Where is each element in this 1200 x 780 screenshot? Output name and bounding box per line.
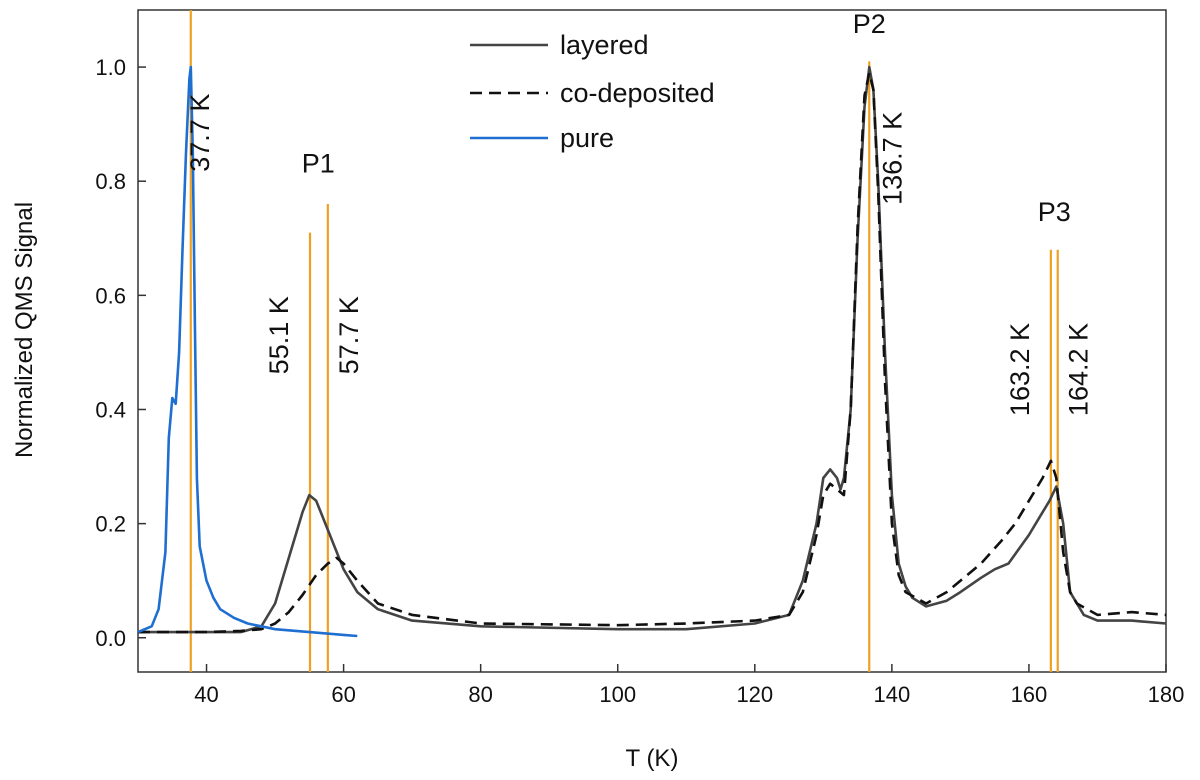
x-axis-title: T (K) — [626, 745, 679, 772]
x-tick-label-120: 120 — [736, 682, 773, 707]
y-axis-ticks: 0.0 0.2 0.4 0.6 0.8 1.0 — [95, 55, 146, 651]
x-tick-label-160: 160 — [1011, 682, 1048, 707]
peak-markers — [189, 10, 1059, 672]
y-tick-label-0: 0.0 — [95, 626, 126, 651]
x-tick-label-80: 80 — [468, 682, 492, 707]
series-line-co-deposited — [138, 71, 1167, 634]
y-tick-label-2: 0.4 — [95, 397, 126, 422]
y-tick-label-4: 0.8 — [95, 169, 126, 194]
y-tick-label-3: 0.6 — [95, 283, 126, 308]
x-tick-label-100: 100 — [599, 682, 636, 707]
x-tick-label-60: 60 — [331, 682, 355, 707]
peak-marker-label-4: 163.2 K — [1005, 323, 1035, 416]
peak-label-p3: P3 — [1038, 197, 1071, 227]
x-tick-label-180: 180 — [1148, 682, 1185, 707]
legend-label-pure: pure — [560, 123, 614, 153]
y-tick-label-5: 1.0 — [95, 55, 126, 80]
x-tick-label-140: 140 — [874, 682, 911, 707]
x-axis-ticks: 40 60 80 100 120 140 160 180 — [194, 664, 1184, 707]
series-line-pure — [137, 65, 358, 638]
peak-marker-label-2: 57.7 K — [334, 296, 364, 374]
legend-label-layered: layered — [560, 30, 649, 60]
peak-marker-label-1: 55.1 K — [264, 296, 294, 374]
peak-marker-label-5: 164.2 K — [1064, 323, 1094, 416]
series-layer — [137, 65, 1167, 638]
legend: layered co-deposited pure — [470, 30, 715, 153]
peak-label-p2: P2 — [853, 9, 886, 39]
y-tick-label-1: 0.2 — [95, 512, 126, 537]
plot-area-frame — [137, 9, 1167, 673]
legend-label-co-deposited: co-deposited — [560, 78, 715, 108]
peak-marker-label-3: 136.7 K — [877, 112, 907, 205]
peak-label-p1: P1 — [302, 149, 335, 179]
y-axis-title: Normalized QMS Signal — [11, 202, 38, 458]
series-line-layered — [138, 65, 1167, 634]
annotations: 37.7 K 55.1 K 57.7 K 136.7 K 163.2 K 164.2 K P… — [185, 9, 1094, 416]
peak-marker-label-0: 37.7 K — [185, 94, 215, 172]
x-tick-label-40: 40 — [194, 682, 218, 707]
